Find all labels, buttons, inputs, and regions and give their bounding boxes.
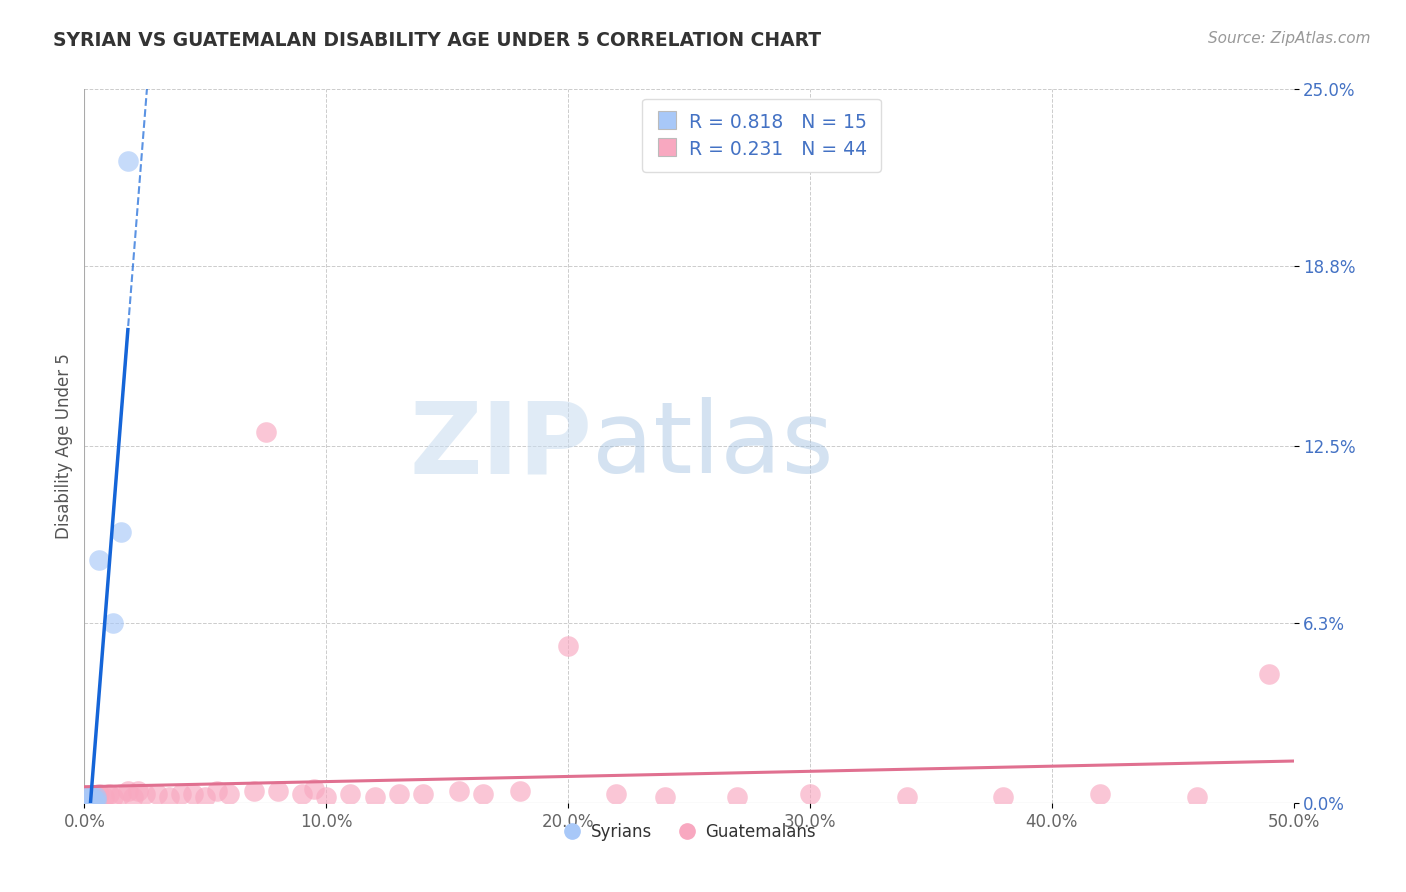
Point [77, 793, 100, 807]
Point [117, 153, 139, 168]
Point [134, 787, 156, 801]
Point [127, 784, 149, 798]
Point [80, 790, 103, 805]
Point [86, 790, 108, 805]
Point [76, 793, 98, 807]
Y-axis label: Disability Age Under 5: Disability Age Under 5 [55, 353, 73, 539]
Point [207, 784, 229, 798]
Point [557, 639, 579, 653]
Point [605, 787, 627, 801]
Point [83, 793, 105, 807]
Point [76, 790, 98, 805]
Point [121, 790, 143, 805]
Point [103, 615, 125, 630]
Point [254, 425, 277, 439]
Point [291, 787, 314, 801]
Text: Source: ZipAtlas.com: Source: ZipAtlas.com [1208, 31, 1371, 46]
Point [388, 787, 411, 801]
Point [87, 553, 110, 567]
Text: SYRIAN VS GUATEMALAN DISABILITY AGE UNDER 5 CORRELATION CHART: SYRIAN VS GUATEMALAN DISABILITY AGE UNDE… [53, 31, 821, 50]
Point [103, 790, 125, 805]
Point [218, 787, 240, 801]
Point [77, 793, 100, 807]
Point [315, 790, 337, 805]
Point [896, 790, 918, 805]
Point [77, 793, 100, 807]
Point [97, 787, 120, 801]
Point [1088, 787, 1111, 801]
Point [146, 787, 169, 801]
Legend: Syrians, Guatemalans: Syrians, Guatemalans [555, 817, 823, 848]
Point [993, 790, 1015, 805]
Point [799, 787, 821, 801]
Point [83, 793, 105, 807]
Point [170, 787, 193, 801]
Point [80, 790, 103, 805]
Point [725, 790, 748, 805]
Text: ZIP: ZIP [409, 398, 592, 494]
Point [1185, 790, 1208, 805]
Point [83, 793, 105, 807]
Point [157, 790, 180, 805]
Point [449, 784, 471, 798]
Point [194, 790, 217, 805]
Point [77, 790, 100, 805]
Point [472, 787, 495, 801]
Point [110, 787, 132, 801]
Point [86, 793, 108, 807]
Point [117, 784, 139, 798]
Point [87, 787, 110, 801]
Point [86, 790, 108, 805]
Point [412, 787, 434, 801]
Point [267, 784, 290, 798]
Text: atlas: atlas [592, 398, 834, 494]
Point [654, 790, 676, 805]
Point [242, 784, 264, 798]
Point [80, 793, 103, 807]
Point [363, 790, 385, 805]
Point [339, 787, 361, 801]
Point [509, 784, 531, 798]
Point [302, 781, 325, 796]
Point [181, 787, 204, 801]
Point [110, 524, 132, 539]
Point [93, 790, 115, 805]
Point [76, 790, 98, 805]
Point [1258, 667, 1281, 681]
